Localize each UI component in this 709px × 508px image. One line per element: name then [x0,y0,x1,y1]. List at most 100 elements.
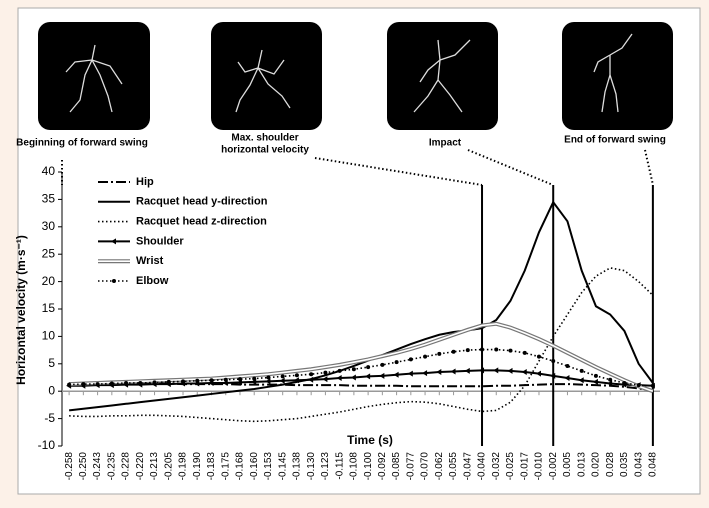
series-line-inner [69,322,654,392]
marker [522,350,527,355]
marker [422,370,428,377]
x-tick-label: -0.002 [548,452,559,481]
marker [350,374,356,381]
marker [67,382,72,387]
legend-label: Hip [136,176,154,188]
x-tick-label: -0.092 [377,452,388,481]
marker [521,369,527,376]
marker [479,367,485,374]
x-tick-label: -0.138 [292,452,303,481]
x-tick-label: -0.175 [220,452,231,481]
x-tick-label: -0.190 [192,452,203,481]
x-tick-label: -0.032 [491,452,502,481]
x-tick-label: -0.123 [320,452,331,481]
legend-label: Shoulder [136,235,184,247]
marker [152,380,157,385]
x-tick-label: -0.220 [135,452,146,481]
marker [437,351,442,356]
marker [550,372,556,379]
x-tick-label: -0.077 [405,452,416,481]
marker [294,373,299,378]
x-tick-label: 0.043 [633,452,644,477]
x-tick-label: 0.028 [605,452,616,477]
marker [280,374,285,379]
marker [237,377,242,382]
marker [309,372,314,377]
series-line [69,267,654,423]
marker [480,347,485,352]
x-tick-label: -0.047 [462,452,473,481]
x-tick-label: 0.013 [576,452,587,477]
x-tick-label: -0.258 [64,452,75,481]
marker [593,373,598,378]
marker [366,365,371,370]
marker [607,380,613,387]
x-tick-label: -0.160 [249,452,260,481]
marker [622,380,627,385]
x-tick-label: -0.017 [519,452,530,481]
marker [464,367,470,374]
x-tick-label: -0.130 [306,452,317,481]
marker [279,377,285,384]
annotation: Max. shoulder [231,133,298,144]
marker [195,378,200,383]
marker [407,370,413,377]
x-tick-label: 0.048 [648,452,659,477]
x-tick-label: -0.153 [263,452,274,481]
x-tick-label: -0.055 [448,452,459,481]
series-line [69,200,654,412]
marker [564,375,570,382]
marker [578,377,584,384]
x-tick-label: -0.025 [505,452,516,481]
annotation: Impact [429,138,462,149]
marker [535,370,541,377]
x-tick-label: -0.198 [178,452,189,481]
x-tick-label: 0.005 [562,452,573,477]
y-tick-label: 5 [48,356,55,370]
x-tick-label: -0.145 [277,452,288,481]
marker [536,354,541,359]
legend-label: Wrist [136,255,164,267]
marker [408,357,413,362]
marker [351,367,356,372]
x-tick-label: -0.108 [349,452,360,481]
marker [95,382,100,387]
marker [266,375,271,380]
legend-marker [112,279,116,283]
marker [379,372,385,379]
legend-label: Racquet head z-direction [136,216,267,228]
legend-label: Elbow [136,275,169,287]
marker [308,376,314,383]
x-tick-label: -0.205 [163,452,174,481]
x-tick-label: 0.035 [619,452,630,477]
marker [494,347,499,352]
marker [252,376,257,381]
marker [436,369,442,376]
marker [209,378,214,383]
marker [181,379,186,384]
x-tick-label: -0.228 [121,452,132,481]
marker [579,368,584,373]
y-tick-label: 20 [42,274,56,288]
legend-marker [111,238,116,245]
marker [293,377,299,384]
marker [323,370,328,375]
marker [493,367,499,374]
marker [380,362,385,367]
y-tick-label: 0 [48,383,55,397]
marker [636,383,641,388]
marker [394,360,399,365]
x-tick-label: -0.085 [391,452,402,481]
x-tick-label: -0.250 [78,452,89,481]
marker [337,368,342,373]
marker [265,378,271,385]
stick-figures [38,22,673,130]
marker [450,368,456,375]
annotation: Beginning of forward swing [16,138,148,149]
y-tick-label: 25 [42,246,56,260]
x-tick-label: -0.100 [363,452,374,481]
x-tick-label: -0.168 [235,452,246,481]
x-tick-label: -0.213 [149,452,160,481]
